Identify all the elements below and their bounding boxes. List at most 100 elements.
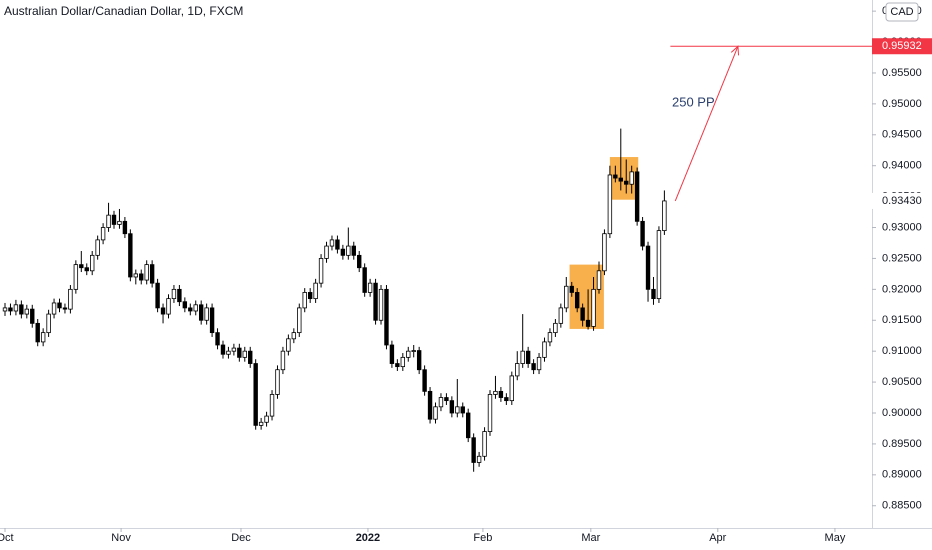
- candle-body: [558, 307, 564, 324]
- candle-body: [438, 397, 444, 408]
- candle-body: [613, 174, 618, 179]
- candle-body: [553, 322, 558, 334]
- candle-body: [422, 369, 427, 392]
- candle-body: [509, 375, 515, 402]
- candle-body: [275, 369, 280, 395]
- last-price-label: 0.93430: [882, 195, 922, 207]
- y-tick-label: 0.89500: [882, 438, 922, 450]
- candle-body: [662, 200, 667, 232]
- candle-body: [645, 245, 651, 290]
- candle-body: [547, 332, 553, 343]
- candle-body: [335, 239, 340, 250]
- candle-body: [117, 220, 122, 225]
- candle-body: [237, 347, 242, 358]
- candle-body: [248, 350, 253, 364]
- candle-body: [629, 171, 634, 185]
- x-tick-label: Dec: [231, 532, 251, 544]
- candle-body: [51, 302, 57, 315]
- y-tick-label: 0.95000: [882, 98, 922, 110]
- candle-body: [253, 363, 258, 426]
- candle-body: [389, 344, 395, 364]
- candle-body: [19, 304, 24, 315]
- x-tick-label: Mar: [581, 532, 600, 544]
- candle-body: [302, 292, 307, 309]
- candle-body: [536, 356, 542, 371]
- candle-body: [493, 390, 498, 395]
- candle-body: [13, 304, 19, 312]
- y-tick-label: 0.93000: [882, 221, 922, 233]
- candle-body: [79, 264, 84, 269]
- candle-body: [351, 245, 356, 256]
- y-tick-label: 0.92000: [882, 283, 922, 295]
- candle-body: [220, 344, 226, 355]
- x-tick-label: Nov: [111, 532, 131, 544]
- candle-body: [269, 394, 275, 417]
- candle-body: [395, 363, 400, 368]
- candle-body: [182, 301, 188, 309]
- candle-body: [651, 288, 656, 300]
- candle-body: [656, 230, 662, 300]
- y-tick-label: 0.94000: [882, 160, 922, 172]
- candle-body: [62, 307, 68, 310]
- candle-body: [193, 304, 198, 312]
- candle-body: [346, 245, 351, 256]
- candle-body: [139, 273, 144, 281]
- candle-body: [177, 288, 182, 303]
- candle-body: [128, 233, 133, 278]
- candle-body: [280, 350, 286, 371]
- candle-body: [525, 350, 531, 364]
- candle-body: [215, 332, 220, 346]
- candle-body: [258, 421, 264, 426]
- candle-body: [466, 412, 471, 439]
- candle-body: [498, 390, 504, 398]
- x-tick-label: Feb: [473, 532, 492, 544]
- candle-body: [580, 307, 585, 321]
- candle-body: [149, 264, 155, 284]
- candle-body: [411, 350, 416, 352]
- y-tick-label: 0.94500: [882, 129, 922, 141]
- candle-body: [373, 282, 378, 321]
- currency-badge: [885, 2, 919, 22]
- candle-body: [155, 282, 160, 309]
- candle-body: [515, 363, 520, 377]
- y-tick-label: 0.90000: [882, 407, 922, 419]
- candle-body: [602, 233, 607, 272]
- candle-body: [160, 307, 166, 315]
- candle-body: [188, 307, 193, 312]
- candle-body: [40, 332, 46, 343]
- candle-body: [231, 347, 237, 352]
- candle-body: [607, 174, 613, 235]
- chart-title: Australian Dollar/Canadian Dollar, 1D, F…: [4, 4, 243, 18]
- candle-body: [171, 288, 177, 300]
- candle-body: [35, 322, 40, 343]
- candle-body: [504, 397, 509, 402]
- candle-body: [596, 270, 602, 290]
- candle-body: [455, 406, 460, 414]
- candle-body: [73, 264, 79, 290]
- plot: [2, 128, 667, 472]
- candle-body: [378, 288, 384, 321]
- x-tick-label: Oct: [0, 532, 14, 544]
- candle-body: [198, 304, 204, 321]
- candle-body: [487, 394, 493, 432]
- candle-body: [307, 292, 313, 300]
- candle-body: [318, 258, 324, 284]
- candle-body: [297, 307, 302, 334]
- candle-body: [46, 313, 51, 334]
- target-price-label: 0.95932: [882, 40, 922, 52]
- y-tick-label: 0.89000: [882, 469, 922, 481]
- candle-body: [569, 285, 574, 293]
- candle-body: [476, 455, 482, 463]
- candle-body: [2, 307, 8, 312]
- candle-body: [8, 307, 13, 312]
- candle-body: [30, 308, 35, 324]
- candle-body: [313, 282, 318, 300]
- y-tick-label: 0.88500: [882, 500, 922, 512]
- candle-body: [482, 431, 487, 457]
- candle-body: [634, 171, 640, 222]
- candle-body: [95, 239, 100, 256]
- y-tick-label: 0.90500: [882, 376, 922, 388]
- candle-body: [24, 308, 30, 315]
- candle-body: [384, 288, 389, 346]
